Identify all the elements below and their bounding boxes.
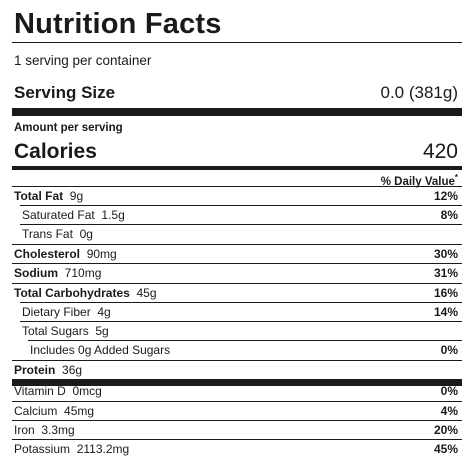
nutrient-amount: 36g (62, 363, 83, 377)
nutrient-name: Total Sugars (22, 324, 89, 338)
nutrient-amount: 4g (97, 305, 111, 319)
nutrient-name: Total Carbohydrates (14, 286, 130, 300)
nutrient-amount: 0g (79, 227, 93, 241)
vitamin-row-vitamin-d: Vitamin D 0mcg 0% (14, 382, 458, 400)
nutrient-label: Protein 36g (14, 361, 82, 379)
row-divider (12, 283, 462, 284)
vitamin-amount: 45mg (64, 404, 95, 418)
vitamin-daily-value: 45% (433, 442, 458, 456)
nutrient-daily-value: 31% (433, 266, 458, 280)
vitamin-daily-value: 20% (433, 423, 458, 437)
calories-row: Calories 420 (14, 138, 458, 166)
nutrient-row-trans-fat: Trans Fat 0g (22, 225, 458, 243)
vitamin-daily-value: 0% (440, 384, 458, 398)
nutrient-name: Cholesterol (14, 247, 81, 261)
label-title: Nutrition Facts (14, 8, 222, 40)
vitamin-daily-value: 4% (440, 404, 458, 418)
row-divider (12, 439, 462, 440)
serving-size-label: Serving Size (14, 83, 116, 102)
nutrient-label: Dietary Fiber 4g (22, 303, 111, 321)
nutrient-label: Total Carbohydrates 45g (14, 284, 157, 302)
nutrient-daily-value: 16% (433, 286, 458, 300)
vitamin-name: Potassium (14, 442, 71, 456)
nutrient-label: Saturated Fat 1.5g (22, 206, 125, 224)
row-divider (20, 205, 462, 206)
nutrient-label: Total Sugars 5g (22, 322, 109, 340)
calories-value: 420 (422, 140, 458, 163)
row-divider (20, 302, 462, 303)
nutrient-daily-value: 30% (433, 247, 458, 261)
thick-divider-vitamins (12, 379, 462, 386)
nutrient-daily-value: 12% (433, 189, 458, 203)
row-divider (20, 224, 462, 225)
row-divider (12, 186, 462, 187)
nutrient-row-added-sugars: Includes 0g Added Sugars 0% (30, 341, 458, 359)
nutrient-daily-value: 14% (433, 305, 458, 319)
nutrient-name: Total Fat (14, 189, 64, 203)
nutrient-row-total-sugars: Total Sugars 5g (22, 322, 458, 340)
nutrient-daily-value: 8% (440, 208, 458, 222)
nutrient-amount: 5g (95, 324, 109, 338)
vitamin-row-calcium: Calcium 45mg 4% (14, 402, 458, 420)
nutrient-row-sodium: Sodium 710mg 31% (14, 264, 458, 282)
nutrient-name: Dietary Fiber (22, 305, 91, 319)
row-divider (12, 360, 462, 361)
daily-value-asterisk: * (454, 173, 458, 182)
row-divider (12, 401, 462, 402)
daily-value-header: % Daily Value* (381, 170, 458, 190)
nutrient-label: Trans Fat 0g (22, 225, 93, 243)
nutrient-name: Trans Fat (22, 227, 73, 241)
vitamin-amount: 2113.2mg (76, 442, 130, 456)
amount-per-serving: Amount per serving (14, 122, 123, 134)
nutrient-amount: 45g (136, 286, 157, 300)
nutrient-row-total-fat: Total Fat 9g 12% (14, 187, 458, 205)
row-divider (12, 244, 462, 245)
nutrient-label: Cholesterol 90mg (14, 245, 117, 263)
vitamin-name: Calcium (14, 404, 58, 418)
nutrient-row-protein: Protein 36g (14, 361, 458, 379)
medium-divider-calories (12, 166, 462, 170)
vitamin-row-potassium: Potassium 2113.2mg 45% (14, 440, 458, 458)
vitamin-amount: 3.3mg (41, 423, 75, 437)
nutrient-amount: 1.5g (101, 208, 125, 222)
nutrient-name: Protein (14, 363, 56, 377)
row-divider (28, 340, 462, 341)
nutrient-label: Sodium 710mg (14, 264, 101, 282)
nutrient-name: Includes 0g Added Sugars (30, 343, 171, 357)
nutrient-row-total-carbohydrates: Total Carbohydrates 45g 16% (14, 284, 458, 302)
vitamin-label: Vitamin D 0mcg (14, 382, 102, 400)
vitamin-amount: 0mcg (72, 384, 102, 398)
vitamin-label: Potassium 2113.2mg (14, 440, 129, 458)
row-divider (20, 321, 462, 322)
nutrient-label: Includes 0g Added Sugars (30, 341, 170, 359)
nutrient-row-dietary-fiber: Dietary Fiber 4g 14% (22, 303, 458, 321)
vitamin-label: Calcium 45mg (14, 402, 94, 420)
nutrient-name: Saturated Fat (22, 208, 95, 222)
nutrient-row-saturated-fat: Saturated Fat 1.5g 8% (22, 206, 458, 224)
nutrient-label: Total Fat 9g (14, 187, 83, 205)
serving-size-value: 0.0 (381g) (380, 83, 459, 102)
servings-per-container: 1 serving per container (14, 53, 152, 68)
nutrient-amount: 9g (69, 189, 84, 203)
nutrient-daily-value: 0% (440, 343, 458, 357)
title-divider (12, 42, 462, 43)
calories-label: Calories (14, 140, 97, 163)
vitamin-label: Iron 3.3mg (14, 421, 75, 439)
thick-divider-top (12, 108, 462, 116)
row-divider (12, 420, 462, 421)
nutrient-amount: 710mg (64, 266, 102, 280)
vitamin-row-iron: Iron 3.3mg 20% (14, 421, 458, 439)
vitamin-name: Vitamin D (14, 384, 66, 398)
vitamin-name: Iron (14, 423, 35, 437)
nutrient-row-cholesterol: Cholesterol 90mg 30% (14, 245, 458, 263)
nutrient-name: Sodium (14, 266, 58, 280)
row-divider (12, 263, 462, 264)
daily-value-header-text: % Daily Value (380, 175, 455, 188)
serving-size-row: Serving Size 0.0 (381g) (14, 82, 458, 104)
nutrient-amount: 90mg (86, 247, 117, 261)
